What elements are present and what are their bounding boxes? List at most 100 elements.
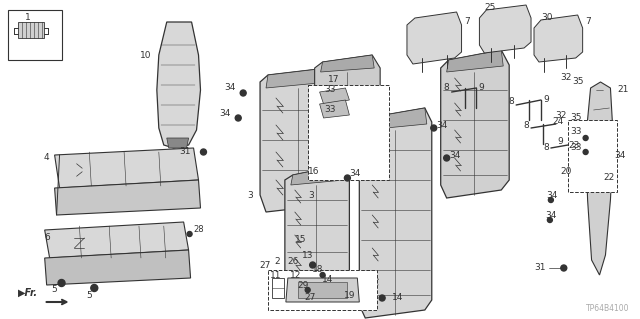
- Text: 12: 12: [290, 271, 301, 279]
- Polygon shape: [286, 278, 359, 302]
- Polygon shape: [534, 15, 582, 62]
- Text: 23: 23: [568, 140, 579, 150]
- Polygon shape: [365, 108, 427, 130]
- Text: 33: 33: [324, 85, 336, 94]
- Polygon shape: [479, 5, 531, 53]
- Circle shape: [431, 125, 436, 131]
- Text: 27: 27: [259, 261, 271, 270]
- Text: 10: 10: [140, 50, 152, 60]
- Text: 27: 27: [304, 293, 316, 302]
- Polygon shape: [298, 282, 348, 298]
- Circle shape: [548, 197, 554, 203]
- Text: 31: 31: [179, 147, 191, 157]
- Text: 34: 34: [614, 151, 626, 160]
- Text: 33: 33: [570, 144, 582, 152]
- Circle shape: [583, 136, 588, 140]
- Text: 8: 8: [543, 144, 548, 152]
- Polygon shape: [586, 82, 613, 275]
- Polygon shape: [321, 55, 374, 72]
- Text: 5: 5: [52, 286, 58, 294]
- Text: 34: 34: [349, 169, 361, 179]
- Text: 11: 11: [270, 271, 282, 279]
- Polygon shape: [45, 222, 189, 258]
- Text: 9: 9: [543, 95, 548, 105]
- Text: 9: 9: [557, 137, 563, 146]
- Circle shape: [200, 149, 207, 155]
- Polygon shape: [18, 22, 44, 38]
- Text: 34: 34: [224, 84, 236, 93]
- Text: 8: 8: [523, 122, 529, 130]
- Text: 14: 14: [322, 276, 333, 285]
- Circle shape: [344, 175, 350, 181]
- Text: 32: 32: [555, 110, 566, 120]
- Text: ▶Fr.: ▶Fr.: [18, 288, 38, 298]
- Text: 21: 21: [618, 85, 628, 94]
- Polygon shape: [441, 50, 509, 198]
- Polygon shape: [359, 108, 432, 318]
- Text: 34: 34: [449, 152, 460, 160]
- Text: 34: 34: [545, 211, 557, 219]
- Text: 33: 33: [324, 106, 336, 115]
- Text: 13: 13: [302, 250, 314, 259]
- Text: 24: 24: [552, 117, 563, 127]
- Text: 29: 29: [297, 280, 308, 290]
- Text: 31: 31: [534, 263, 546, 272]
- Text: 32: 32: [560, 73, 572, 83]
- Polygon shape: [319, 100, 349, 118]
- Text: 33: 33: [570, 128, 582, 137]
- Circle shape: [320, 272, 325, 278]
- Text: 1: 1: [25, 12, 31, 21]
- Circle shape: [187, 232, 192, 236]
- Text: 34: 34: [219, 108, 230, 117]
- Polygon shape: [447, 50, 503, 72]
- Circle shape: [444, 155, 450, 161]
- Text: 28: 28: [193, 226, 204, 234]
- Text: 8: 8: [508, 98, 514, 107]
- Polygon shape: [407, 12, 461, 64]
- Text: 2: 2: [275, 257, 280, 266]
- Bar: [8, 10, 61, 60]
- Text: 18: 18: [312, 265, 323, 275]
- Circle shape: [58, 279, 65, 286]
- Polygon shape: [167, 138, 189, 148]
- Text: 7: 7: [465, 18, 470, 26]
- Text: 35: 35: [570, 114, 582, 122]
- Text: 5: 5: [86, 292, 92, 300]
- Circle shape: [310, 262, 316, 268]
- Polygon shape: [315, 55, 380, 168]
- Polygon shape: [54, 180, 200, 215]
- Circle shape: [547, 218, 552, 222]
- Text: 26: 26: [287, 257, 298, 266]
- Bar: [308, 85, 389, 180]
- Polygon shape: [266, 68, 330, 88]
- Text: 34: 34: [436, 122, 447, 130]
- Circle shape: [305, 287, 310, 293]
- Text: 35: 35: [572, 78, 584, 86]
- Text: 19: 19: [344, 291, 355, 300]
- Text: TP64B4100: TP64B4100: [586, 304, 629, 313]
- Circle shape: [583, 150, 588, 154]
- Text: 3: 3: [308, 190, 314, 199]
- Text: 25: 25: [484, 4, 496, 12]
- Text: 34: 34: [546, 190, 557, 199]
- Polygon shape: [291, 165, 344, 185]
- Text: 4: 4: [44, 153, 50, 162]
- Bar: [568, 120, 618, 192]
- Polygon shape: [285, 165, 349, 302]
- Text: 16: 16: [308, 167, 319, 176]
- Bar: [268, 270, 377, 310]
- Text: 15: 15: [295, 235, 307, 244]
- Text: 14: 14: [392, 293, 403, 302]
- Circle shape: [240, 90, 246, 96]
- Polygon shape: [45, 250, 191, 285]
- Circle shape: [379, 295, 385, 301]
- Text: 17: 17: [328, 76, 339, 85]
- Circle shape: [91, 285, 98, 292]
- Polygon shape: [157, 22, 200, 148]
- Text: 9: 9: [479, 84, 484, 93]
- Text: 7: 7: [586, 18, 591, 26]
- Polygon shape: [54, 148, 198, 188]
- Polygon shape: [319, 88, 349, 104]
- Text: 20: 20: [560, 167, 572, 176]
- Circle shape: [561, 265, 567, 271]
